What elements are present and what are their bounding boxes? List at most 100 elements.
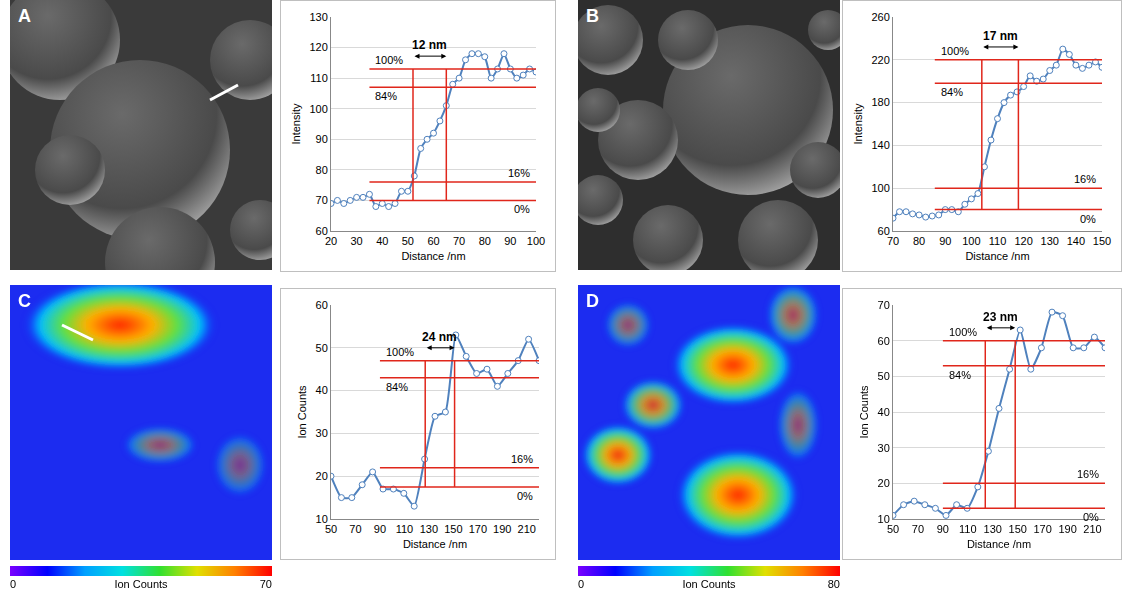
svg-text:20: 20 xyxy=(878,477,890,489)
svg-text:70: 70 xyxy=(912,523,924,535)
html-text:A: A xyxy=(18,6,31,26)
html-text:B: B xyxy=(586,6,599,26)
html-text:Ion Counts: Ion Counts xyxy=(682,578,736,590)
svg-text:60: 60 xyxy=(427,235,439,247)
svg-text:90: 90 xyxy=(939,235,951,247)
svg-text:30: 30 xyxy=(351,235,363,247)
svg-text:90: 90 xyxy=(374,523,386,535)
svg-text:120: 120 xyxy=(1014,235,1032,247)
svg-text:70: 70 xyxy=(878,299,890,311)
svg-text:50: 50 xyxy=(325,523,337,535)
svg-text:60: 60 xyxy=(878,335,890,347)
svg-text:50: 50 xyxy=(316,342,328,354)
svg-text:120: 120 xyxy=(309,41,327,53)
svg-text:210: 210 xyxy=(1083,523,1101,535)
svg-text:190: 190 xyxy=(493,523,511,535)
svg-text:Intensity: Intensity xyxy=(290,103,302,144)
svg-text:Ion Counts: Ion Counts xyxy=(296,385,308,439)
svg-text:40: 40 xyxy=(376,235,388,247)
svg-text:110: 110 xyxy=(396,523,414,535)
svg-text:110: 110 xyxy=(989,235,1007,247)
html-text:Ion Counts: Ion Counts xyxy=(114,578,168,590)
svg-text:60: 60 xyxy=(878,225,890,237)
svg-text:70: 70 xyxy=(453,235,465,247)
svg-text:23 nm: 23 nm xyxy=(983,310,1018,324)
svg-text:17 nm: 17 nm xyxy=(983,29,1018,43)
svg-text:100%: 100% xyxy=(375,54,403,66)
html-text:C: C xyxy=(18,291,31,311)
svg-text:16%: 16% xyxy=(1077,468,1099,480)
svg-text:100%: 100% xyxy=(941,45,969,57)
svg-text:60: 60 xyxy=(316,299,328,311)
svg-text:84%: 84% xyxy=(941,86,963,98)
svg-text:170: 170 xyxy=(1033,523,1051,535)
svg-text:24 nm: 24 nm xyxy=(422,330,457,344)
svg-text:180: 180 xyxy=(871,96,889,108)
svg-text:12 nm: 12 nm xyxy=(412,38,447,52)
svg-text:30: 30 xyxy=(316,427,328,439)
svg-text:130: 130 xyxy=(984,523,1002,535)
svg-text:0%: 0% xyxy=(1080,213,1096,225)
svg-text:Distance /nm: Distance /nm xyxy=(967,538,1031,550)
svg-text:90: 90 xyxy=(937,523,949,535)
svg-text:80: 80 xyxy=(479,235,491,247)
svg-text:70: 70 xyxy=(316,194,328,206)
svg-text:90: 90 xyxy=(504,235,516,247)
svg-text:100: 100 xyxy=(962,235,980,247)
svg-text:16%: 16% xyxy=(1074,173,1096,185)
svg-text:20: 20 xyxy=(316,470,328,482)
svg-text:90: 90 xyxy=(316,133,328,145)
html-text:70: 70 xyxy=(259,578,272,590)
svg-text:70: 70 xyxy=(349,523,361,535)
svg-text:100: 100 xyxy=(871,182,889,194)
svg-text:130: 130 xyxy=(309,11,327,23)
svg-text:40: 40 xyxy=(316,384,328,396)
svg-text:130: 130 xyxy=(420,523,438,535)
svg-text:170: 170 xyxy=(469,523,487,535)
svg-text:Distance /nm: Distance /nm xyxy=(965,250,1029,262)
svg-text:Distance /nm: Distance /nm xyxy=(401,250,465,262)
svg-text:0%: 0% xyxy=(517,490,533,502)
html-text:80: 80 xyxy=(827,578,840,590)
svg-text:20: 20 xyxy=(325,235,337,247)
svg-text:84%: 84% xyxy=(375,90,397,102)
svg-text:70: 70 xyxy=(887,235,899,247)
svg-text:30: 30 xyxy=(878,442,890,454)
svg-text:140: 140 xyxy=(1067,235,1085,247)
svg-text:84%: 84% xyxy=(949,369,971,381)
svg-text:16%: 16% xyxy=(508,167,530,179)
svg-text:220: 220 xyxy=(871,54,889,66)
svg-text:60: 60 xyxy=(316,225,328,237)
html-text:0: 0 xyxy=(10,578,17,590)
svg-text:50: 50 xyxy=(887,523,899,535)
html-text:D: D xyxy=(586,291,599,311)
svg-text:100: 100 xyxy=(309,103,327,115)
svg-text:110: 110 xyxy=(310,72,328,84)
svg-text:0%: 0% xyxy=(1083,511,1099,523)
svg-text:Ion Counts: Ion Counts xyxy=(858,385,870,439)
svg-text:50: 50 xyxy=(402,235,414,247)
svg-text:150: 150 xyxy=(1093,235,1111,247)
svg-text:10: 10 xyxy=(878,513,890,525)
svg-text:150: 150 xyxy=(1009,523,1027,535)
svg-text:80: 80 xyxy=(316,164,328,176)
svg-text:140: 140 xyxy=(871,139,889,151)
svg-text:110: 110 xyxy=(959,523,977,535)
svg-text:0%: 0% xyxy=(514,203,530,215)
svg-text:40: 40 xyxy=(878,406,890,418)
svg-text:100%: 100% xyxy=(949,326,977,338)
svg-text:Distance /nm: Distance /nm xyxy=(403,538,467,550)
svg-text:80: 80 xyxy=(913,235,925,247)
svg-text:260: 260 xyxy=(871,11,889,23)
svg-text:16%: 16% xyxy=(511,453,533,465)
svg-text:150: 150 xyxy=(444,523,462,535)
svg-text:84%: 84% xyxy=(386,381,408,393)
svg-text:190: 190 xyxy=(1058,523,1076,535)
svg-text:Intensity: Intensity xyxy=(852,103,864,144)
svg-text:50: 50 xyxy=(878,370,890,382)
svg-text:10: 10 xyxy=(316,513,328,525)
svg-text:100%: 100% xyxy=(386,346,414,358)
svg-text:210: 210 xyxy=(518,523,536,535)
svg-text:100: 100 xyxy=(527,235,545,247)
svg-text:130: 130 xyxy=(1041,235,1059,247)
